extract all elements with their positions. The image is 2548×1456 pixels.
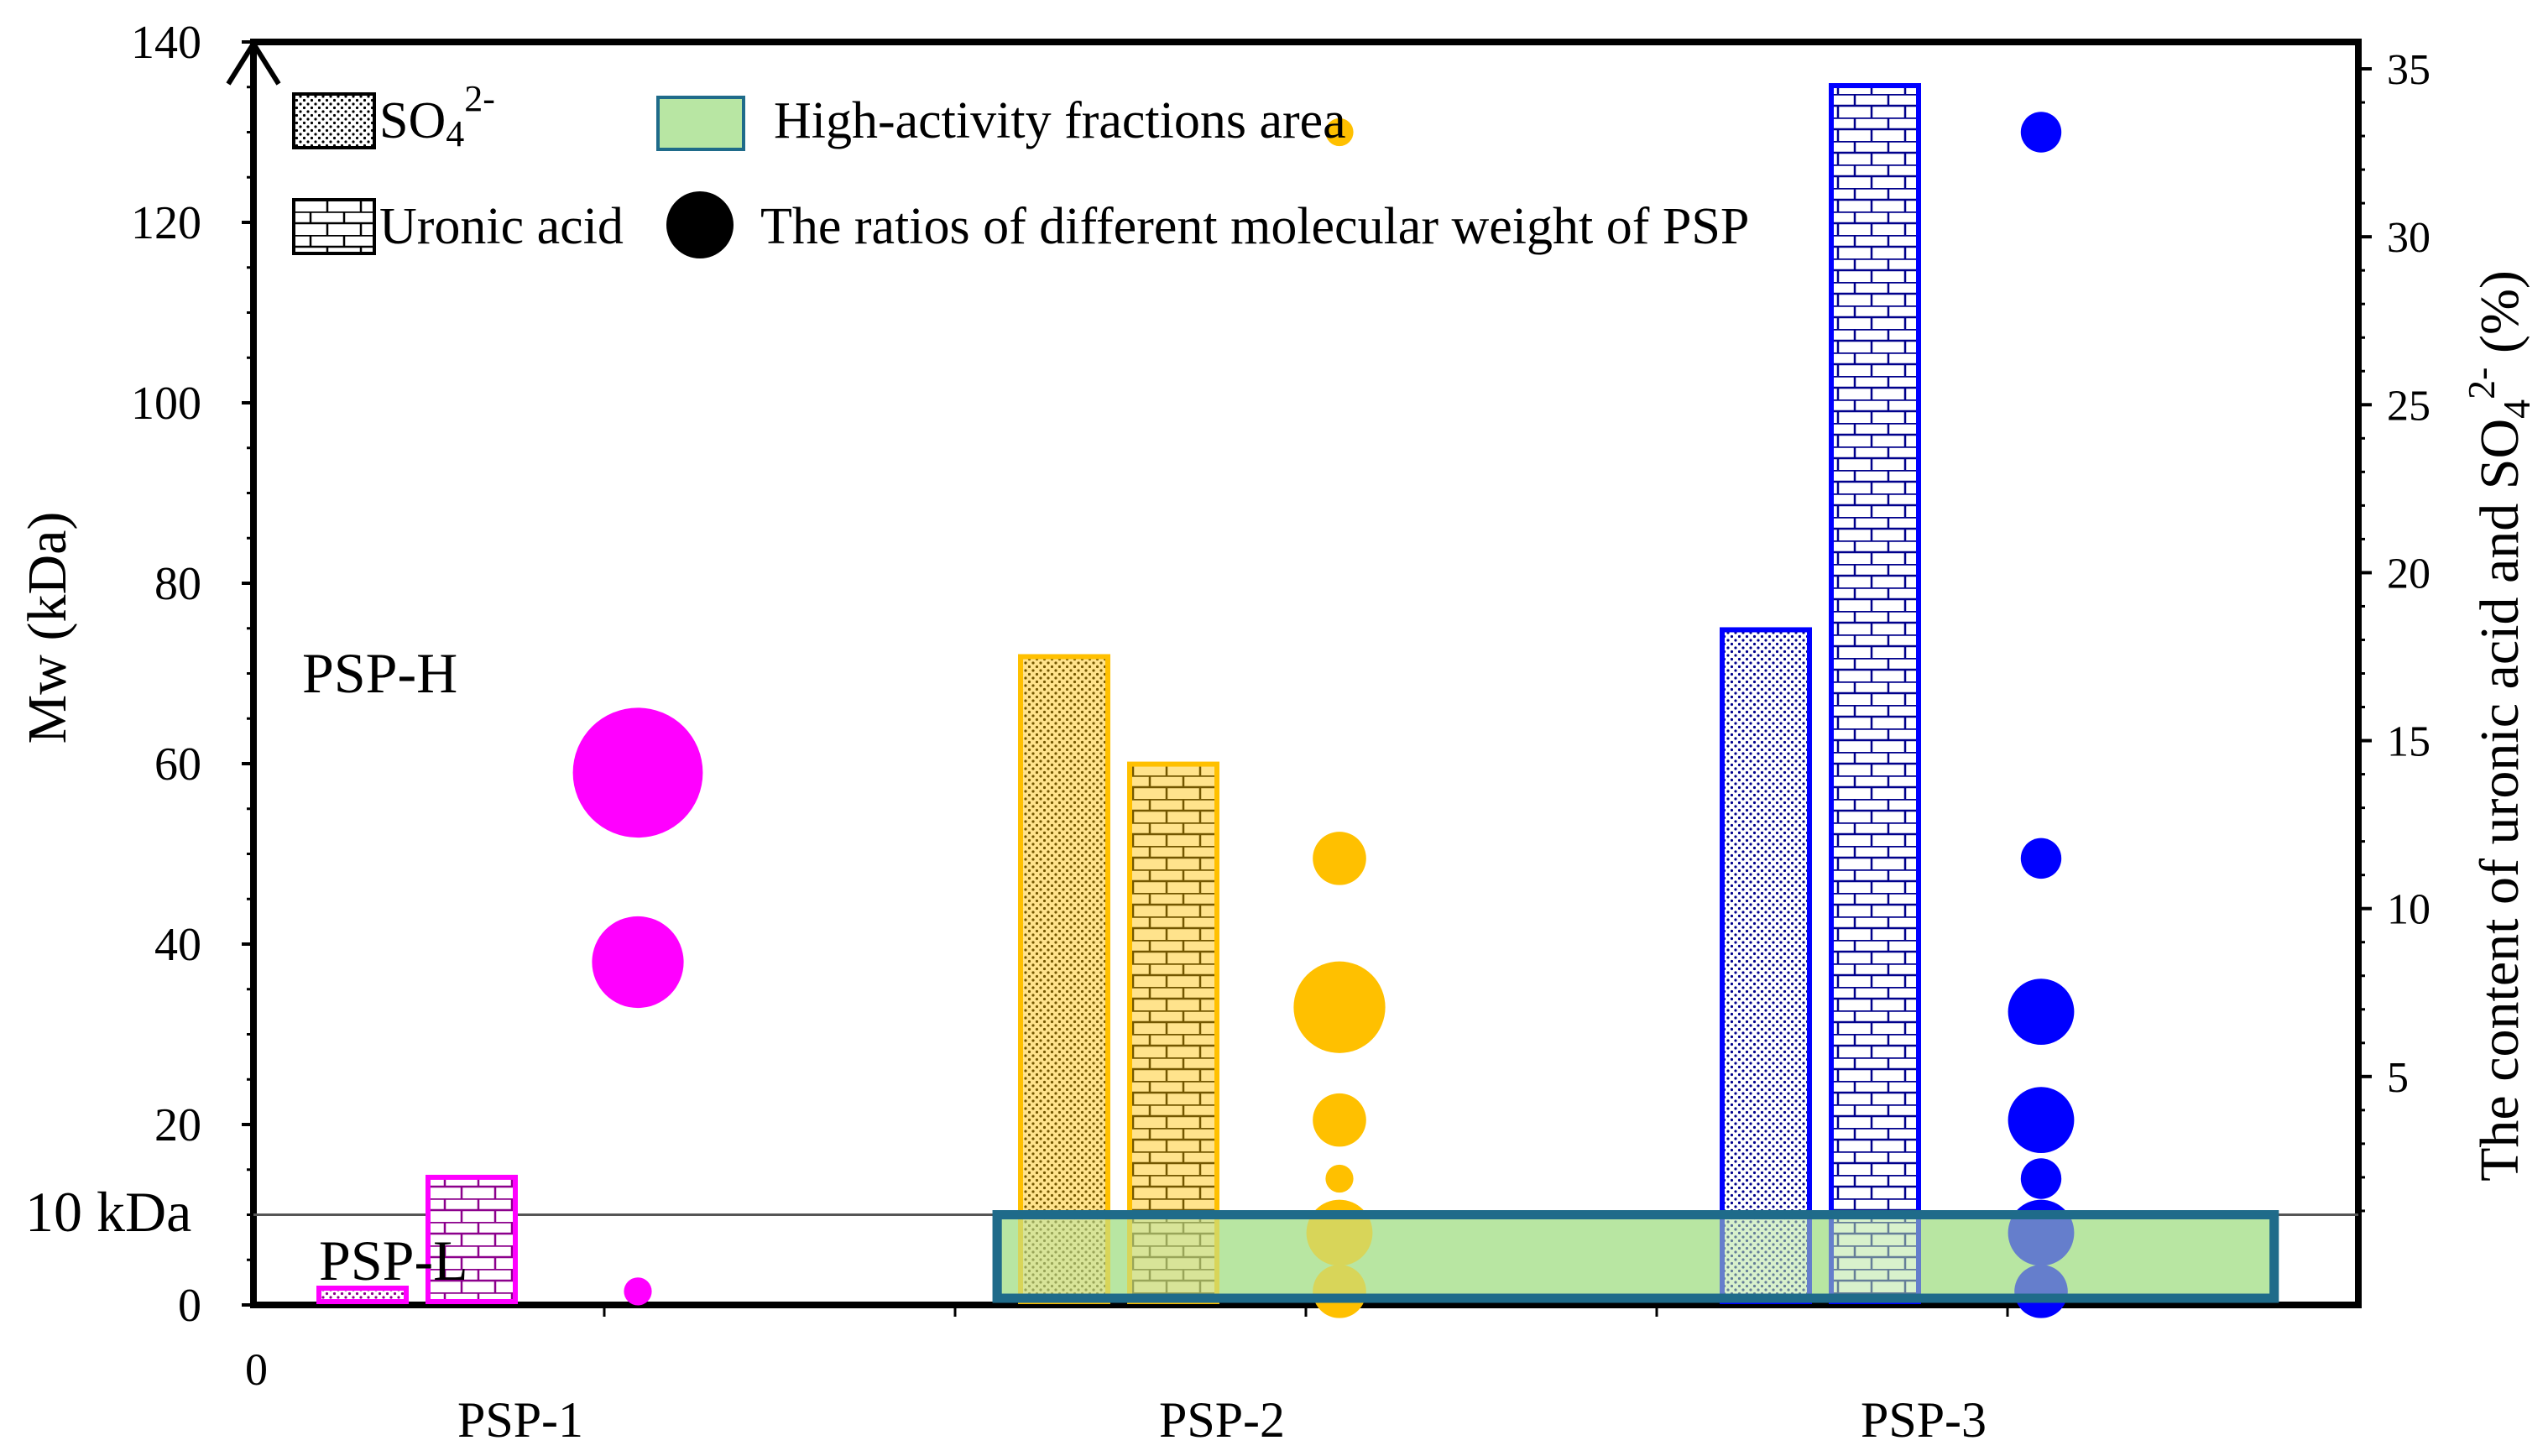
bar-so4-psp-3 [1720, 627, 1812, 1304]
legend-so4-swatch [292, 92, 376, 149]
bar-color-wash [1831, 86, 1919, 1302]
bar-color-wash [1722, 629, 1809, 1302]
legend: SO42- Uronic acid High-activity fraction… [292, 78, 1749, 258]
bubble-psp-3 [2020, 112, 2062, 153]
legend-uronic-swatch [292, 198, 376, 255]
left-axis-ticks: 0 20 40 60 80 100 120 140 [131, 17, 253, 1332]
bar-uronic-psp-3 [1829, 83, 1921, 1305]
threshold-label: 10 kDa [25, 1180, 191, 1244]
high-activity-area-overlay [992, 1210, 2279, 1303]
right-tick-label: 30 [2387, 214, 2431, 262]
legend-ratios-label: The ratios of different molecular weight… [760, 198, 1749, 255]
bar-color-wash [319, 1287, 406, 1302]
right-tick-label: 5 [2387, 1054, 2409, 1102]
right-axis-ticks: 5 10 15 20 25 30 35 [2358, 46, 2431, 1213]
bar-color-wash [1021, 656, 1108, 1302]
left-tick-label: 140 [131, 17, 201, 69]
region-label-psp-l: PSP-L [319, 1229, 468, 1292]
bubble-psp-3 [2008, 978, 2075, 1046]
legend-so4-label: SO42- [379, 78, 495, 154]
legend-ratios-marker [666, 191, 734, 258]
legend-area-label: High-activity fractions area [774, 92, 1346, 149]
bubble-psp-2 [1313, 832, 1366, 885]
bars [316, 83, 1921, 1305]
legend-uronic-label: Uronic acid [379, 198, 624, 255]
category-labels: PSP-1 PSP-2 PSP-3 [457, 1392, 1987, 1448]
left-tick-label: 120 [131, 197, 201, 249]
bar-fill [1021, 656, 1108, 1302]
bubble-psp-2 [1313, 1093, 1366, 1147]
right-axis-label: The content of uronic acid and SO42- (%) [2460, 270, 2538, 1182]
right-tick-label: 25 [2387, 382, 2431, 430]
category-label-psp-1: PSP-1 [457, 1392, 583, 1448]
region-label-psp-h: PSP-H [302, 641, 457, 705]
left-axis-label: Mw (kDa) [17, 512, 78, 744]
bubble-psp-1 [624, 1277, 652, 1306]
left-tick-label: 0 [178, 1280, 201, 1332]
bar-so4-psp-2 [1018, 654, 1110, 1304]
bar-uronic-psp-1 [426, 1174, 518, 1304]
left-tick-label: 80 [154, 558, 201, 610]
bubble-psp-1 [572, 707, 703, 838]
bubble-psp-2 [1293, 961, 1386, 1053]
bubble-psp-2 [1325, 117, 1354, 147]
left-tick-label: 40 [154, 919, 201, 971]
left-tick-label: 100 [131, 378, 201, 430]
bubble-psp-3 [2020, 1158, 2062, 1199]
bubble-psp-3 [2008, 1087, 2075, 1154]
bubble-psp-3 [2020, 838, 2062, 879]
legend-area-swatch [656, 96, 745, 151]
bar-tint [1021, 656, 1108, 1302]
left-tick-label: 20 [154, 1099, 201, 1151]
x-axis-ticks [603, 1305, 2009, 1317]
left-tick-label: 60 [154, 738, 201, 791]
x-origin-label: 0 [245, 1344, 268, 1395]
right-tick-label: 15 [2387, 718, 2431, 766]
category-label-psp-3: PSP-3 [1861, 1392, 1987, 1448]
category-label-psp-2: PSP-2 [1159, 1392, 1285, 1448]
right-tick-label: 20 [2387, 550, 2431, 598]
right-tick-label: 10 [2387, 886, 2431, 934]
bar-so4-psp-1 [316, 1285, 409, 1304]
right-tick-label: 35 [2387, 46, 2431, 94]
bubble-psp-2 [1325, 1164, 1354, 1193]
bar-color-wash [428, 1177, 515, 1302]
bubble-psp-1 [592, 916, 684, 1009]
